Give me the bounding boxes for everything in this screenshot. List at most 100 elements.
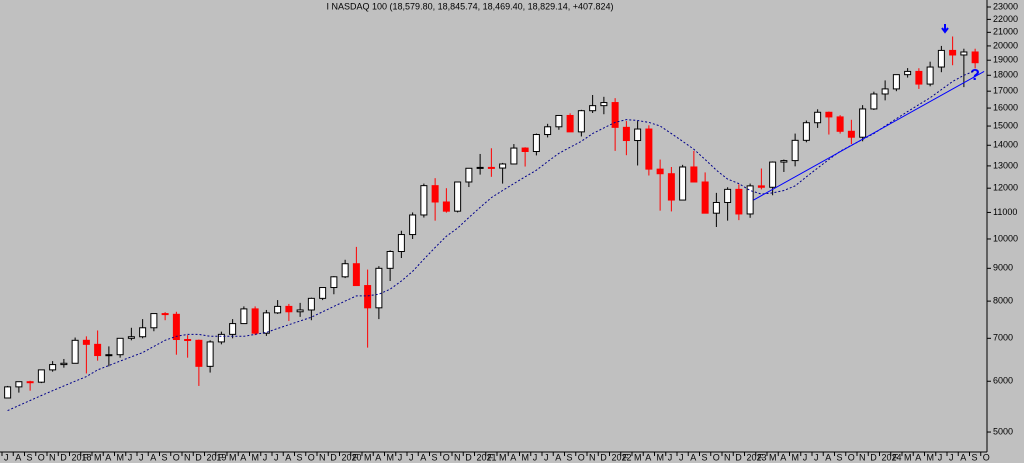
candle-body (487, 166, 495, 169)
candle-body (476, 166, 484, 169)
x-tick-label: 2021 (477, 452, 497, 462)
y-tick-label: 22000 (993, 14, 1018, 24)
candle-body (937, 49, 945, 68)
candle-body (184, 339, 192, 342)
candle-body (836, 116, 844, 132)
x-tick-label: N (49, 452, 56, 462)
candle-body (26, 381, 34, 384)
y-tick-label: 23000 (993, 1, 1018, 11)
candle-body (330, 276, 338, 289)
x-tick-label: N (724, 452, 731, 462)
x-tick-label: S (702, 452, 708, 462)
candle-body (679, 166, 687, 201)
x-tick-label: S (297, 452, 303, 462)
x-tick-label: J (263, 452, 268, 462)
candle-body (634, 128, 642, 142)
candle-body (881, 88, 889, 95)
x-tick-label: O (173, 452, 180, 462)
x-tick-label: J (274, 452, 279, 462)
question-annotation: ? (970, 67, 980, 84)
x-tick-label: N (859, 452, 866, 462)
x-tick-label: D (600, 452, 607, 462)
x-tick-label: O (713, 452, 720, 462)
x-tick-label: J (949, 452, 954, 462)
candle-body (341, 263, 349, 278)
x-tick-label: A (510, 452, 516, 462)
x-tick-label: O (848, 452, 855, 462)
candle-body (499, 163, 507, 169)
candle-body (814, 111, 822, 124)
candle-body (206, 341, 214, 367)
x-tick-label: O (443, 452, 450, 462)
candle-body (690, 166, 698, 183)
x-tick-label: A (960, 452, 966, 462)
x-tick-label: M (499, 452, 507, 462)
x-tick-label: A (150, 452, 156, 462)
x-tick-label: M (387, 452, 395, 462)
candle-body (442, 201, 450, 212)
candle-body (622, 126, 630, 142)
candle-body (274, 305, 282, 314)
candle-body (566, 114, 574, 133)
candle-body (15, 381, 23, 388)
x-tick-label: M (364, 452, 372, 462)
x-tick-label: N (319, 452, 326, 462)
x-tick-label: J (128, 452, 133, 462)
candle-body (757, 185, 765, 188)
x-tick-label: F (83, 452, 89, 462)
y-tick-label: 9000 (993, 263, 1013, 273)
x-tick-label: A (375, 452, 381, 462)
x-tick-label: S (162, 452, 168, 462)
y-tick-label: 11000 (993, 207, 1017, 217)
x-tick-label: F (623, 452, 629, 462)
x-tick-label: M (927, 452, 935, 462)
x-tick-label: S (837, 452, 843, 462)
candle-body (420, 185, 428, 216)
y-tick-label: 7000 (993, 333, 1013, 343)
candle-body (465, 167, 473, 183)
candle-body (960, 51, 968, 56)
candle-body (172, 313, 180, 341)
x-tick-label: S (567, 452, 573, 462)
x-tick-label: M (117, 452, 125, 462)
x-tick-label: J (4, 452, 9, 462)
y-tick-label: 14000 (993, 140, 1018, 150)
x-tick-label: A (690, 452, 696, 462)
x-tick-label: A (915, 452, 921, 462)
candle-body (577, 110, 585, 133)
y-tick-label: 6000 (993, 376, 1013, 386)
candle-body (127, 336, 135, 339)
x-tick-label: M (252, 452, 260, 462)
x-tick-label: D (195, 452, 202, 462)
candle-body (409, 214, 417, 236)
y-tick-label: 12000 (993, 183, 1018, 193)
x-tick-label: M (229, 452, 237, 462)
candle-body (769, 161, 777, 188)
candle-body (926, 66, 934, 85)
x-tick-label: S (27, 452, 33, 462)
x-tick-label: J (814, 452, 819, 462)
candle-body (397, 234, 405, 253)
moving-average (7, 70, 976, 412)
chart-title: I NASDAQ 100 (18,579.80, 18,845.74, 18,4… (327, 1, 614, 11)
candle-body (701, 181, 709, 214)
candle-body (60, 362, 68, 366)
candle-body (94, 343, 102, 357)
y-tick-label: 17000 (993, 86, 1018, 96)
candle-body (352, 263, 360, 287)
x-tick-label: A (240, 452, 246, 462)
candle-body (746, 185, 754, 215)
y-tick-label: 15000 (993, 120, 1018, 130)
x-tick-label: M (769, 452, 777, 462)
candle-body (49, 364, 57, 371)
x-tick-label: 2022 (612, 452, 632, 462)
candle-body (375, 267, 383, 309)
x-tick-label: O (38, 452, 45, 462)
y-tick-label: 18000 (993, 70, 1018, 80)
candle-body (37, 369, 45, 383)
x-tick-label: M (522, 452, 530, 462)
candle-body (825, 111, 833, 118)
x-tick-label: 2018 (72, 452, 92, 462)
candle-body (161, 313, 169, 316)
